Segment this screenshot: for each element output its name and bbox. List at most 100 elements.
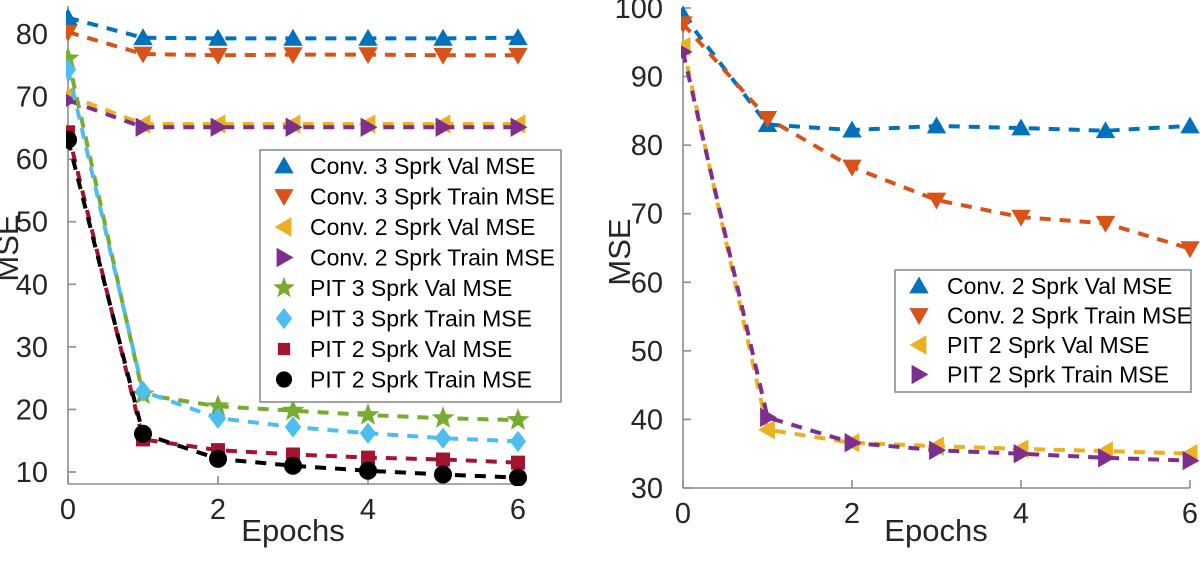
axis-spines [67, 6, 518, 485]
series-group [66, 8, 530, 486]
x-axis-title: Epochs [241, 513, 344, 548]
legend-marker [274, 189, 294, 206]
data-point-marker [433, 47, 453, 65]
data-point-marker [681, 16, 693, 34]
data-point-marker [66, 93, 78, 107]
data-point-marker [356, 403, 380, 425]
series-pit-2-sprk-train-mse [66, 130, 528, 486]
data-point-marker [66, 59, 77, 81]
x-tick-label: 6 [510, 494, 526, 526]
series-conv-3-sprk-train-mse [66, 24, 528, 65]
series-conv-2-sprk-train-mse [66, 93, 528, 137]
y-tick-label: 100 [615, 0, 663, 25]
data-point-marker [506, 408, 530, 430]
data-point-marker [1095, 215, 1116, 233]
series-pit-2-sprk-train-mse [681, 45, 1200, 471]
data-point-marker [283, 28, 303, 46]
data-point-marker [435, 117, 453, 137]
data-point-marker [133, 424, 153, 443]
data-point-marker [844, 433, 862, 453]
x-axis-ticks: 0 2 4 6 [675, 480, 1198, 530]
plot-area-right: 30 40 50 60 70 80 90 100 0 2 4 6 Epochs MSE Conv. 2 Sp… [602, 0, 1200, 548]
legend-marker [273, 276, 295, 298]
data-point-marker [1098, 448, 1115, 468]
x-tick-label: 2 [210, 494, 226, 526]
y-tick-label: 30 [631, 473, 663, 505]
data-point-marker [434, 427, 452, 449]
chart-panel-left: 10 20 30 40 50 60 70 80 0 2 4 6 Epochs MSE Conv. 3 Spr… [0, 6, 562, 548]
legend-label: Conv. 3 Sprk Val MSE [310, 153, 535, 179]
chart-panel-right: 30 40 50 60 70 80 90 100 0 2 4 6 Epochs MSE Conv. 2 Sp… [600, 0, 1200, 573]
data-point-marker [66, 8, 78, 26]
data-point-marker [283, 47, 303, 65]
data-point-marker [66, 130, 78, 149]
legend-label: Conv. 2 Sprk Val MSE [310, 214, 535, 240]
series-conv-2-sprk-train-mse [681, 16, 1200, 259]
legend-label: PIT 3 Sprk Val MSE [310, 275, 512, 301]
data-point-marker [358, 47, 378, 65]
data-point-marker [133, 46, 153, 64]
data-point-marker [284, 416, 302, 438]
data-point-marker [133, 28, 153, 46]
y-tick-label: 30 [16, 332, 48, 364]
x-axis-ticks: 0 2 4 6 [60, 476, 526, 526]
x-tick-label: 0 [60, 494, 76, 526]
data-point-marker [1011, 209, 1031, 227]
data-point-marker [842, 159, 862, 177]
data-point-marker [210, 117, 228, 137]
data-point-marker [66, 24, 78, 42]
data-point-marker [760, 407, 777, 428]
y-axis-ticks: 30 40 50 60 70 80 90 100 [615, 0, 691, 505]
y-tick-label: 60 [16, 144, 48, 176]
data-point-marker [208, 28, 228, 46]
legend-marker [911, 364, 929, 385]
y-tick-label: 20 [16, 394, 48, 426]
y-tick-label: 80 [16, 19, 48, 51]
data-point-marker [757, 110, 778, 128]
data-point-marker [361, 450, 375, 465]
data-point-marker [1180, 241, 1200, 259]
legend[interactable]: Conv. 3 Sprk Val MSE Conv. 3 Sprk Train M… [259, 149, 562, 403]
data-point-marker [359, 422, 377, 444]
plot-area-left: 10 20 30 40 50 60 70 80 0 2 4 6 Epochs MSE Conv. 3 Spr… [0, 6, 562, 548]
x-tick-label: 4 [360, 494, 376, 526]
legend-label: PIT 2 Sprk Val MSE [310, 336, 512, 362]
data-point-marker [1180, 116, 1200, 134]
data-point-marker [508, 468, 528, 486]
series-conv-2-sprk-val-mse [681, 5, 1200, 139]
x-tick-label: 6 [1182, 498, 1198, 530]
legend-marker [909, 276, 929, 294]
y-axis-title: MSE [602, 218, 637, 285]
y-tick-label: 50 [631, 336, 663, 368]
data-point-marker [285, 117, 303, 137]
data-point-marker [358, 461, 378, 480]
legend-label: PIT 2 Sprk Val MSE [947, 332, 1149, 358]
data-point-marker [281, 398, 305, 421]
data-point-marker [929, 440, 946, 460]
legend-label: Conv. 2 Sprk Train MSE [310, 245, 555, 271]
legend-label: PIT 3 Sprk Train MSE [310, 306, 532, 332]
data-point-marker [135, 117, 153, 137]
y-tick-label: 40 [16, 269, 48, 301]
legend-marker [277, 342, 291, 356]
data-point-marker [436, 452, 450, 467]
legend-label: PIT 2 Sprk Train MSE [947, 362, 1169, 388]
legend-marker [275, 307, 293, 330]
series-line [681, 13, 1191, 133]
data-point-marker [360, 117, 378, 137]
y-tick-label: 10 [16, 457, 48, 489]
y-axis-title: MSE [0, 214, 25, 281]
y-tick-label: 40 [631, 404, 663, 436]
data-point-marker [509, 430, 527, 452]
data-point-marker [508, 28, 528, 46]
data-point-marker [508, 47, 528, 65]
data-point-marker [1182, 450, 1200, 471]
data-point-marker [926, 116, 947, 134]
legend[interactable]: Conv. 2 Sprk Val MSE Conv. 2 Sprk Train M… [894, 269, 1192, 393]
data-point-marker [1011, 118, 1031, 136]
data-point-marker [926, 192, 947, 210]
data-point-marker [283, 456, 303, 475]
data-point-marker [358, 28, 378, 46]
data-point-marker [433, 28, 453, 46]
